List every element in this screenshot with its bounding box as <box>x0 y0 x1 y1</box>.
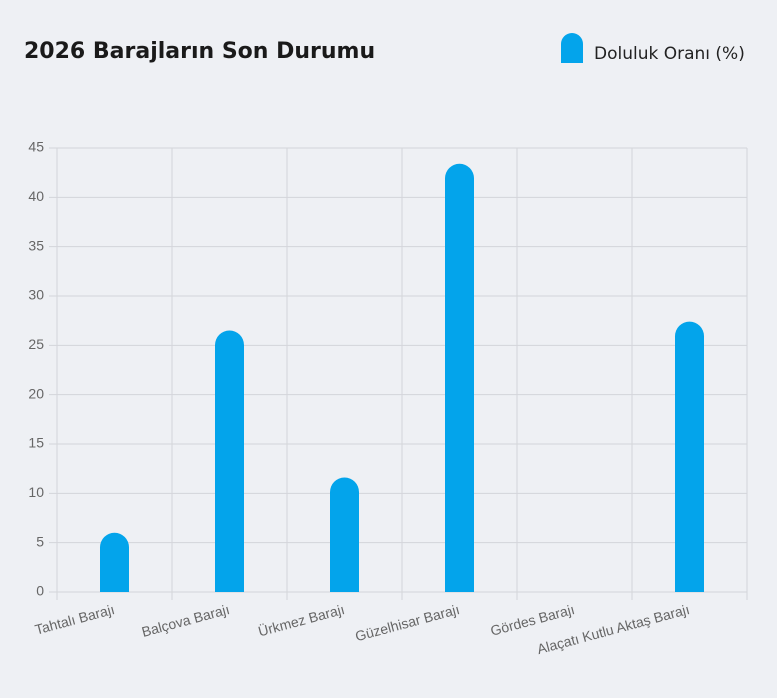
y-tick-label: 35 <box>28 237 44 253</box>
bar <box>215 330 244 592</box>
x-tick-label: Tahtalı Barajı <box>33 601 116 638</box>
y-tick-label: 25 <box>28 336 44 352</box>
x-tick-label: Ürkmez Barajı <box>256 600 346 639</box>
y-tick-label: 15 <box>28 435 44 451</box>
legend-label: Doluluk Oranı (%) <box>594 44 745 64</box>
y-tick-label: 5 <box>36 533 44 549</box>
x-tick-label: Güzelhisar Barajı <box>353 601 461 644</box>
legend-swatch <box>561 33 583 63</box>
bar <box>330 477 359 592</box>
x-tick-label: Balçova Barajı <box>140 601 231 640</box>
y-tick-label: 0 <box>36 583 44 599</box>
y-tick-label: 40 <box>28 188 44 204</box>
bar <box>445 163 474 592</box>
bar <box>675 321 704 592</box>
y-tick-label: 45 <box>28 139 44 155</box>
x-tick-label: Gördes Barajı <box>489 601 577 639</box>
y-tick-label: 10 <box>28 484 44 500</box>
chart-title: 2026 Barajların Son Durumu <box>24 39 375 64</box>
y-tick-label: 30 <box>28 287 44 303</box>
y-tick-label: 20 <box>28 385 44 401</box>
bar <box>100 532 129 592</box>
